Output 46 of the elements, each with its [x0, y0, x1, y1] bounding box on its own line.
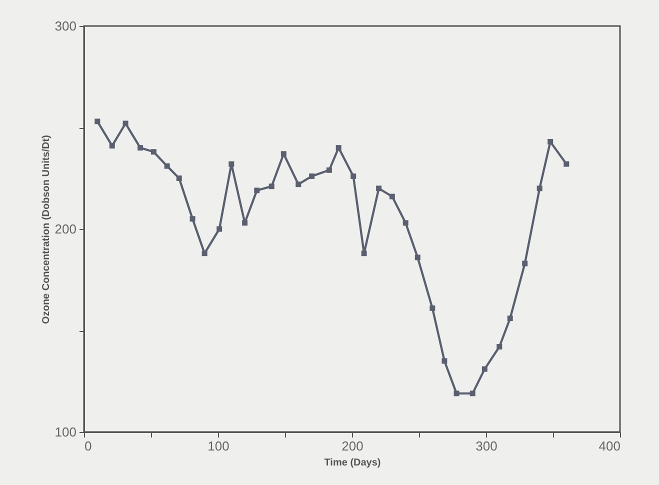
point [109, 143, 115, 149]
x-tick-label: 300 [476, 438, 498, 454]
point [470, 390, 476, 396]
x-tick-label: 400 [598, 438, 620, 454]
x-tick-label: 0 [84, 438, 92, 454]
point [202, 250, 208, 256]
point [522, 260, 528, 266]
point [326, 167, 332, 173]
point [414, 254, 420, 260]
point [454, 390, 460, 396]
point [280, 151, 286, 157]
point [548, 138, 554, 144]
point [190, 216, 196, 222]
y-tick-label: 200 [54, 222, 76, 236]
point [389, 194, 395, 200]
point [254, 188, 260, 194]
point [228, 161, 234, 167]
point [164, 163, 170, 169]
y-axis-title: Ozone Concentration (Dobson Units/Dt) [40, 135, 52, 324]
point [94, 118, 100, 124]
point [564, 161, 570, 167]
point [350, 173, 356, 179]
point [361, 250, 367, 256]
y-tick-label: 100 [54, 424, 76, 440]
point [150, 149, 156, 155]
point [242, 220, 248, 226]
x-tick-label: 100 [208, 438, 230, 454]
y-tick-label: 300 [54, 18, 76, 34]
point [482, 366, 488, 372]
point [336, 145, 342, 151]
point [216, 226, 222, 232]
x-tick-label: 200 [342, 438, 364, 454]
point [296, 182, 302, 188]
point [507, 316, 513, 322]
point [138, 145, 144, 151]
point [496, 344, 502, 350]
point [402, 220, 408, 226]
point [536, 186, 542, 192]
point [376, 186, 382, 192]
point [176, 176, 182, 181]
point [268, 184, 274, 190]
point [122, 120, 128, 126]
point [309, 173, 315, 179]
x-axis-title: Time (Days) [324, 458, 381, 468]
point [442, 358, 448, 364]
point [430, 305, 436, 311]
